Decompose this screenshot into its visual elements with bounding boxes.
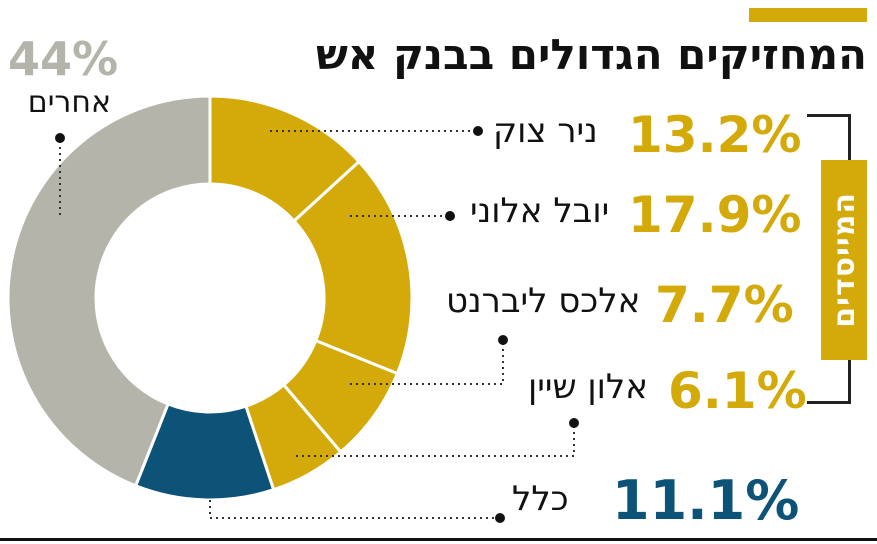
others-dot	[55, 133, 65, 143]
slice-yuval-aloni	[291, 159, 414, 376]
slice-value-others: 44%	[8, 32, 119, 86]
slice-others	[6, 94, 212, 488]
alex-libernet-dot	[498, 335, 508, 345]
slice-value-alex-libernet: 7.7%	[655, 276, 794, 334]
slice-label-alon-shayin: אלון שיין	[528, 367, 648, 407]
slice-label-others: אחרים	[27, 85, 111, 120]
alon-shayin-dot	[569, 418, 579, 428]
alon-shayin-leader	[296, 423, 575, 457]
founders-box: המייסדים	[821, 160, 867, 360]
slice-label-clal: כלל	[512, 479, 569, 519]
bottom-rule	[0, 538, 877, 541]
yuval-aloni-dot	[445, 211, 455, 221]
founders-label: המייסדים	[826, 192, 862, 328]
slice-value-alon-shayin: 6.1%	[668, 362, 807, 420]
slice-label-alex-libernet: אלכס ליברנט	[446, 281, 641, 321]
clal-dot	[495, 513, 505, 523]
slice-label-nir-tzuk: ניר צוק	[493, 111, 598, 151]
slice-value-yuval-aloni: 17.9%	[628, 186, 802, 244]
slice-value-clal: 11.1%	[612, 469, 800, 532]
nir-tzuk-dot	[473, 126, 483, 136]
title-accent-bar	[749, 8, 867, 22]
clal-leader	[209, 500, 500, 519]
chart-title: המחזיקים הגדולים בבנק אש	[315, 30, 867, 79]
slice-value-nir-tzuk: 13.2%	[628, 106, 802, 164]
slice-label-yuval-aloni: יובל אלוני	[470, 191, 610, 231]
